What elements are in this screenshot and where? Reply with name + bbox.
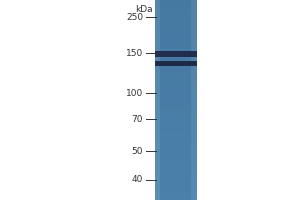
Text: kDa: kDa bbox=[135, 5, 153, 14]
Bar bbox=[154, 53, 196, 60]
Text: 50: 50 bbox=[132, 146, 143, 156]
Text: 150: 150 bbox=[126, 48, 143, 58]
Bar bbox=[154, 47, 196, 53]
Bar bbox=[154, 7, 196, 13]
Bar bbox=[154, 73, 196, 80]
Bar bbox=[154, 87, 196, 93]
Bar bbox=[154, 107, 196, 113]
Bar bbox=[154, 160, 196, 167]
Bar bbox=[154, 0, 160, 200]
Bar bbox=[154, 60, 196, 67]
Bar bbox=[154, 193, 196, 200]
Bar bbox=[154, 40, 196, 47]
Text: 70: 70 bbox=[132, 114, 143, 123]
Bar bbox=[154, 147, 196, 153]
Bar bbox=[154, 167, 196, 173]
Bar bbox=[154, 13, 196, 20]
Bar bbox=[154, 0, 196, 200]
Bar bbox=[154, 133, 196, 140]
Bar bbox=[154, 100, 196, 107]
Bar bbox=[191, 0, 196, 200]
Bar bbox=[154, 187, 196, 193]
Bar bbox=[154, 51, 196, 57]
Bar bbox=[154, 180, 196, 187]
Bar bbox=[154, 127, 196, 133]
Bar bbox=[154, 33, 196, 40]
Bar bbox=[154, 153, 196, 160]
Bar bbox=[154, 93, 196, 100]
Bar bbox=[154, 20, 196, 27]
Text: 250: 250 bbox=[126, 12, 143, 21]
Bar bbox=[154, 0, 196, 7]
Text: 40: 40 bbox=[132, 176, 143, 184]
Bar bbox=[154, 113, 196, 120]
Bar bbox=[154, 120, 196, 127]
Text: 100: 100 bbox=[126, 88, 143, 98]
Bar bbox=[154, 67, 196, 73]
Bar bbox=[154, 140, 196, 147]
Bar bbox=[154, 27, 196, 33]
Bar bbox=[154, 61, 196, 66]
Bar bbox=[154, 80, 196, 87]
Bar bbox=[154, 173, 196, 180]
